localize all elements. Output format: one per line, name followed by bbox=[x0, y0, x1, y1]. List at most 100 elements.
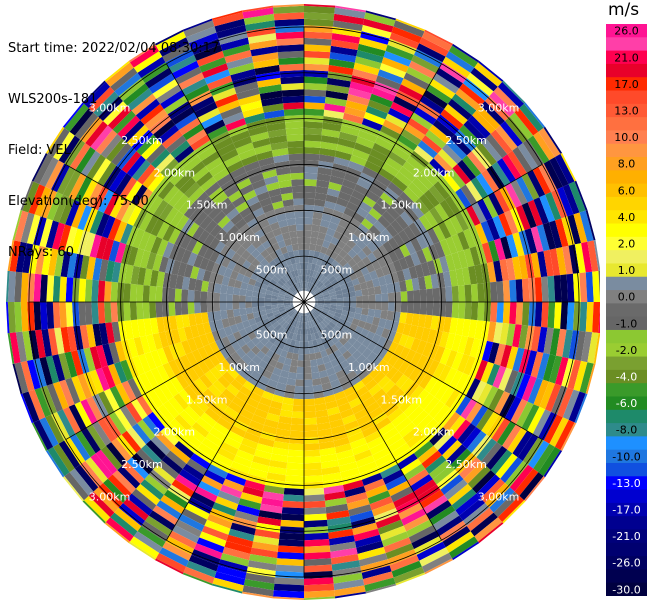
velocity-cell bbox=[202, 322, 212, 334]
velocity-cell bbox=[258, 156, 275, 167]
velocity-cell bbox=[330, 39, 359, 50]
velocity-cell bbox=[318, 370, 329, 379]
velocity-cell bbox=[567, 359, 582, 390]
velocity-cell bbox=[315, 280, 322, 287]
velocity-cell bbox=[82, 80, 106, 104]
velocity-cell bbox=[304, 315, 307, 323]
velocity-cell bbox=[326, 339, 335, 348]
velocity-cell bbox=[230, 341, 241, 352]
velocity-cell bbox=[485, 445, 508, 471]
velocity-cell bbox=[280, 246, 288, 255]
velocity-cell bbox=[252, 207, 265, 218]
velocity-cell bbox=[560, 302, 569, 330]
velocity-cell bbox=[147, 172, 165, 193]
velocity-cell bbox=[52, 354, 66, 382]
velocity-cell bbox=[407, 468, 429, 487]
velocity-cell bbox=[420, 489, 445, 509]
velocity-cell bbox=[316, 338, 323, 346]
colorbar-swatch bbox=[606, 77, 647, 92]
velocity-cell bbox=[412, 410, 429, 427]
velocity-cell bbox=[144, 233, 157, 253]
velocity-cell bbox=[361, 565, 392, 580]
velocity-cell bbox=[326, 227, 336, 237]
velocity-cell bbox=[347, 160, 365, 173]
velocity-cell bbox=[342, 292, 350, 298]
velocity-cell bbox=[241, 239, 252, 250]
velocity-cell bbox=[470, 302, 479, 321]
velocity-cell bbox=[304, 269, 308, 276]
velocity-cell bbox=[286, 317, 293, 324]
velocity-cell bbox=[312, 257, 319, 265]
velocity-cell bbox=[330, 304, 337, 309]
velocity-cell bbox=[197, 360, 210, 375]
velocity-cell bbox=[461, 267, 471, 286]
velocity-cell bbox=[317, 363, 327, 372]
velocity-cell bbox=[217, 265, 227, 276]
velocity-cell bbox=[330, 547, 358, 559]
velocity-cell bbox=[304, 373, 313, 380]
velocity-cell bbox=[476, 474, 501, 499]
colorbar-tick-label: -10.0 bbox=[612, 450, 640, 463]
velocity-cell bbox=[382, 338, 393, 351]
velocity-cell bbox=[445, 236, 458, 255]
velocity-cell bbox=[293, 313, 299, 321]
colorbar-tick-label: -26.0 bbox=[612, 557, 640, 570]
colorbar-swatch bbox=[606, 223, 647, 238]
velocity-cell bbox=[421, 357, 434, 374]
velocity-cell bbox=[517, 434, 539, 461]
velocity-cell bbox=[193, 336, 204, 350]
velocity-cell bbox=[486, 363, 501, 386]
velocity-cell bbox=[141, 444, 162, 465]
velocity-cell bbox=[197, 107, 221, 124]
velocity-cell bbox=[351, 148, 370, 161]
velocity-cell bbox=[335, 5, 366, 13]
velocity-cell bbox=[286, 308, 293, 314]
velocity-cell bbox=[239, 408, 254, 421]
velocity-cell bbox=[593, 333, 600, 364]
velocity-cell bbox=[159, 547, 189, 567]
velocity-cell bbox=[356, 414, 372, 426]
velocity-cell bbox=[493, 260, 503, 282]
velocity-cell bbox=[488, 342, 500, 364]
velocity-cell bbox=[47, 446, 70, 477]
velocity-cell bbox=[339, 234, 350, 245]
velocity-cell bbox=[214, 241, 226, 254]
velocity-cell bbox=[203, 201, 218, 216]
velocity-cell bbox=[347, 345, 358, 356]
velocity-cell bbox=[522, 437, 544, 465]
velocity-cell bbox=[372, 344, 383, 356]
velocity-cell bbox=[287, 310, 294, 316]
velocity-cell bbox=[135, 98, 161, 121]
velocity-cell bbox=[446, 444, 467, 465]
velocity-cell bbox=[340, 185, 354, 196]
velocity-cell bbox=[543, 249, 554, 277]
velocity-cell bbox=[80, 461, 103, 488]
velocity-cell bbox=[285, 384, 296, 393]
velocity-cell bbox=[77, 230, 90, 256]
velocity-cell bbox=[343, 275, 352, 284]
velocity-cell bbox=[574, 180, 588, 211]
velocity-cell bbox=[221, 336, 231, 348]
velocity-cell bbox=[230, 461, 251, 474]
velocity-cell bbox=[366, 241, 378, 253]
velocity-cell bbox=[438, 221, 452, 239]
velocity-cell bbox=[224, 184, 240, 198]
velocity-cell bbox=[304, 12, 335, 21]
velocity-cell bbox=[566, 302, 575, 331]
velocity-cell bbox=[451, 93, 477, 116]
velocity-cell bbox=[191, 95, 215, 113]
velocity-cell bbox=[162, 241, 175, 259]
velocity-cell bbox=[287, 345, 295, 354]
velocity-cell bbox=[26, 359, 41, 390]
velocity-cell bbox=[587, 240, 599, 272]
velocity-cell bbox=[341, 271, 350, 280]
velocity-cell bbox=[391, 145, 411, 162]
velocity-cell bbox=[272, 4, 304, 8]
velocity-cell bbox=[93, 487, 119, 513]
velocity-cell bbox=[494, 238, 506, 261]
velocity-cell bbox=[273, 312, 281, 319]
velocity-cell bbox=[316, 306, 324, 311]
velocity-cell bbox=[56, 409, 76, 438]
velocity-cell bbox=[246, 283, 255, 292]
velocity-cell bbox=[320, 246, 328, 255]
